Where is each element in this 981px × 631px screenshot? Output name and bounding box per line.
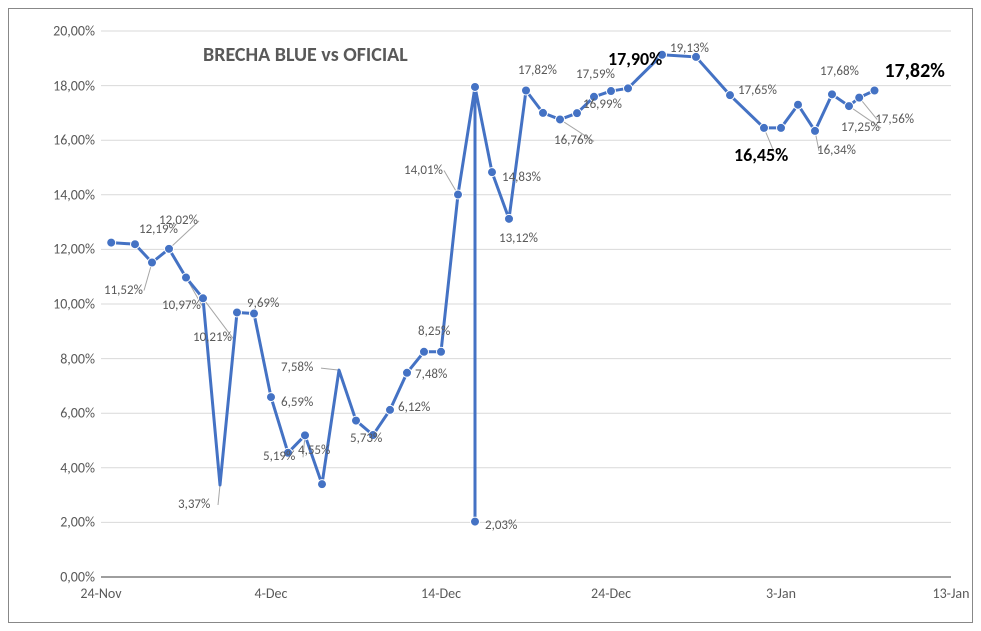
- y-axis-tick-label: 6,00%: [60, 405, 95, 422]
- chart-frame: 0,00% 2,00% 4,00% 6,00% 8,00% 10,00% 12,00% 14,…: [8, 8, 973, 623]
- x-axis-tick-label: 24-Dec: [591, 585, 631, 602]
- data-markers-layer: [101, 31, 951, 577]
- y-axis-tick-label: 12,00%: [53, 241, 95, 258]
- x-axis-tick-label: 24-Nov: [80, 585, 121, 602]
- y-axis-tick-label: 4,00%: [60, 459, 95, 476]
- y-axis-tick-label: 18,00%: [53, 77, 95, 94]
- y-axis-tick-label: 0,00%: [60, 569, 95, 586]
- x-axis-tick-label: 13-Jan: [932, 585, 969, 602]
- y-axis-tick-label: 14,00%: [53, 186, 95, 203]
- y-axis-tick-label: 10,00%: [53, 296, 95, 313]
- plot-area: 0,00%2,00%4,00%6,00%8,00%10,00%12,00%14,…: [101, 31, 951, 577]
- y-axis-tick-label: 16,00%: [53, 132, 95, 149]
- x-axis-tick-label: 4-Dec: [255, 585, 288, 602]
- x-axis-tick-label: 14-Dec: [421, 585, 461, 602]
- chart-title: BRECHA BLUE vs OFICIAL: [203, 43, 408, 67]
- x-axis-tick-label: 3-Jan: [766, 585, 796, 602]
- y-axis-tick-label: 20,00%: [53, 23, 95, 40]
- y-axis-tick-label: 8,00%: [60, 350, 95, 367]
- y-axis-tick-label: 2,00%: [60, 514, 95, 531]
